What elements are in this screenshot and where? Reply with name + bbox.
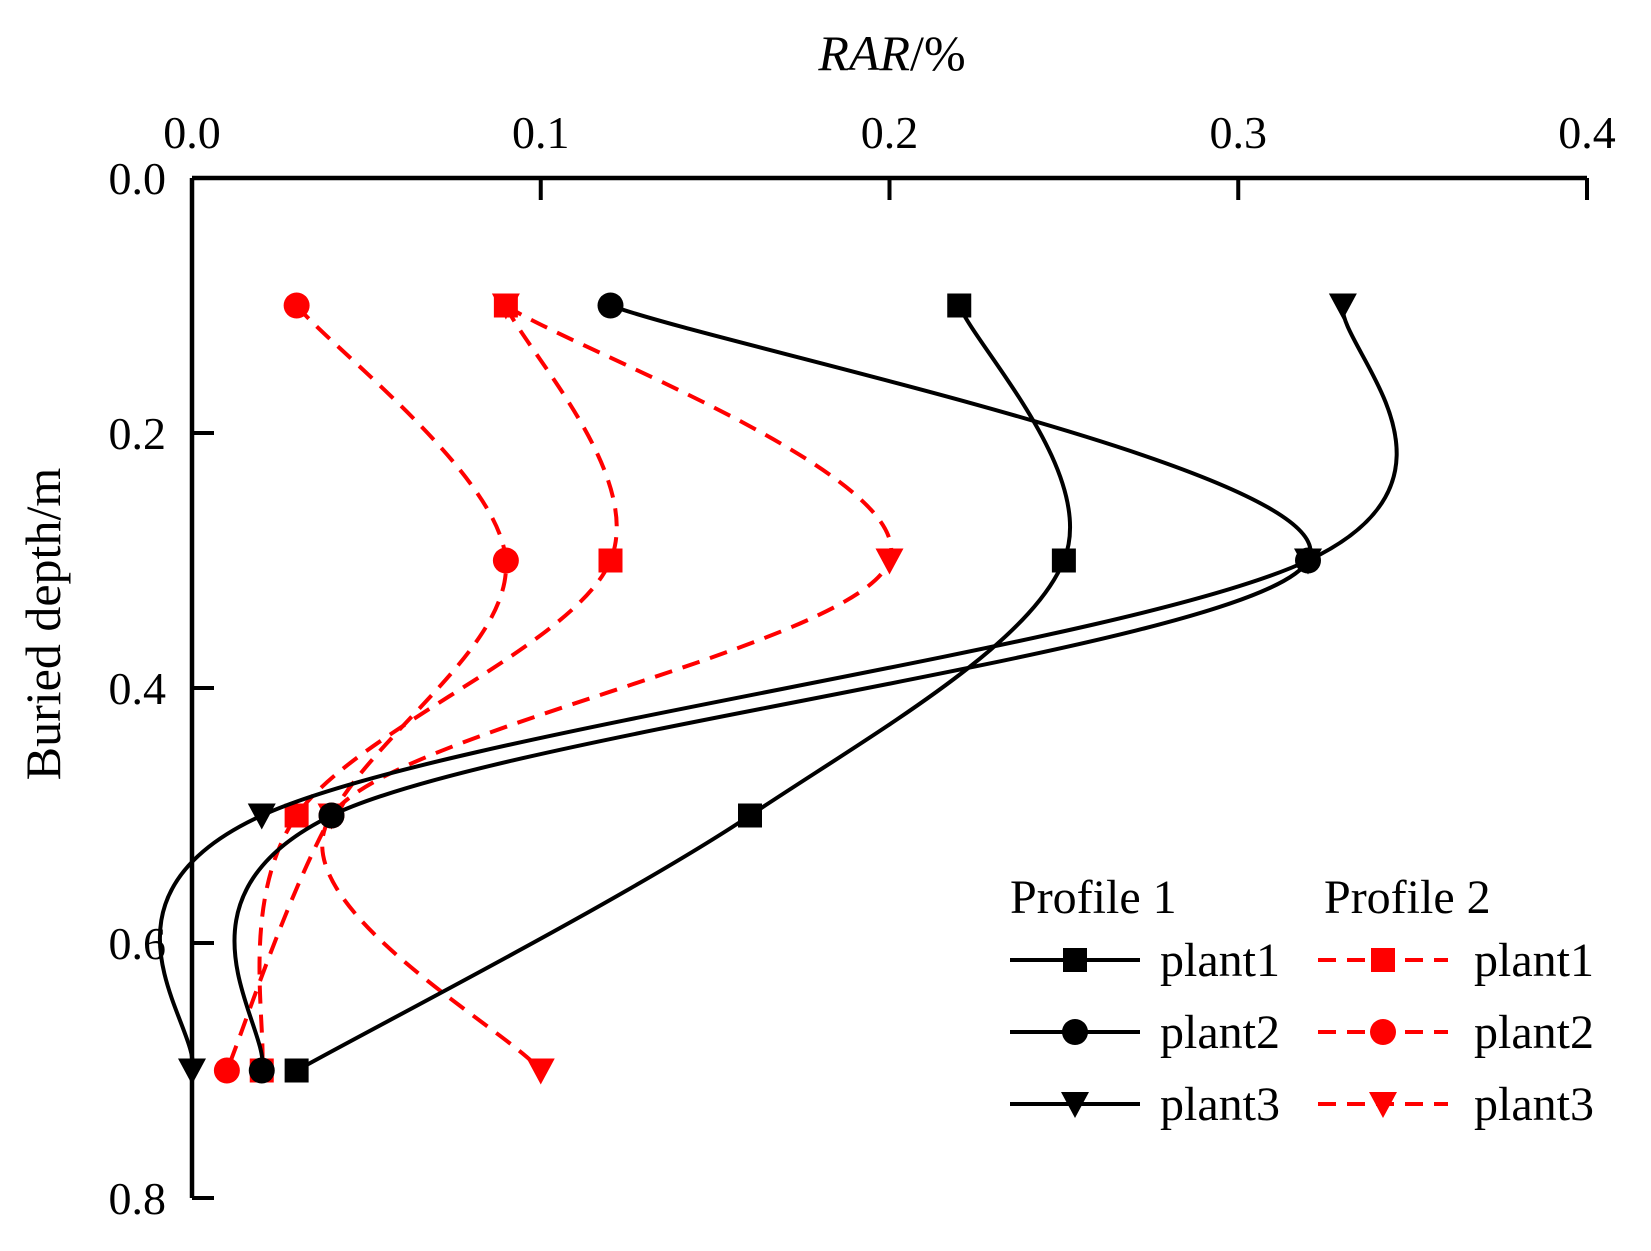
y-tick-label: 0.8 [109,1173,167,1224]
legend-label: plant2 [1160,1006,1280,1059]
legend-swatch-marker [1369,1092,1397,1118]
legend-item: plant2 [1318,1006,1594,1059]
axes: 0.0 0.1 0.2 0.3 0.4 0.0 0.2 0.4 0.6 0.8 [109,107,1616,1224]
data-point-profile-1-plant3 [178,1058,206,1085]
y-axis-title: Buried depth/m [15,468,71,781]
series-profile-1-plant1 [284,293,1076,1083]
series-profile-2-plant1 [249,293,623,1083]
data-point-profile-1-plant1 [284,1058,309,1083]
legend-label: plant3 [1474,1078,1594,1131]
y-tick-label: 0.6 [109,918,167,969]
series-line-profile-2-plant3 [320,303,894,1072]
data-point-profile-1-plant3 [1328,293,1357,320]
data-point-profile-2-plant2 [492,547,519,574]
legend-label: plant2 [1474,1006,1594,1059]
legend-item: plant3 [1318,1078,1594,1131]
legend-label: plant1 [1474,934,1594,987]
legend-swatch-marker [1370,1019,1396,1045]
legend-swatch-marker [1061,1092,1089,1118]
legend-label: plant3 [1160,1078,1280,1131]
series-line-profile-1-plant1 [295,304,1073,1073]
legend-item: plant2 [1010,1006,1280,1059]
y-tick-label: 0.0 [109,153,167,204]
data-point-profile-1-plant2 [597,292,624,319]
x-tick-label: 0.3 [1210,107,1268,158]
legend-label: plant1 [1160,934,1280,987]
data-point-profile-1-plant2 [248,1057,275,1084]
legend: Profile 1 Profile 2 plant1 plant2 plant3 plan… [1010,871,1594,1131]
y-tick-label: 0.2 [109,408,167,459]
legend-swatch-marker [1062,1019,1088,1045]
data-point-profile-1-plant3 [1294,548,1322,575]
legend-item: plant1 [1318,934,1594,987]
series-line-profile-1-plant3 [157,305,1399,1072]
data-point-profile-1-plant1 [738,803,762,828]
data-point-profile-2-plant1 [284,803,309,828]
data-point-profile-2-plant2 [213,1057,240,1084]
data-point-profile-2-plant1 [598,548,623,573]
data-point-profile-2-plant3 [491,293,520,320]
data-point-profile-1-plant2 [318,802,345,829]
x-tick-label: 0.4 [1558,107,1616,158]
legend-group-header: Profile 2 [1324,871,1491,924]
legend-swatch-marker [1371,948,1395,972]
series-line-profile-2-plant2 [225,304,508,1072]
series-line-profile-2-plant1 [257,304,619,1071]
x-axis-title: RAR/% [817,25,965,81]
legend-group-header: Profile 1 [1010,871,1177,924]
data-point-profile-2-plant3 [875,548,904,575]
legend-swatch-marker [1063,948,1087,972]
series-line-profile-1-plant2 [232,303,1313,1072]
x-tick-label: 0.2 [861,107,919,158]
legend-item: plant3 [1010,1078,1280,1131]
legend-item: plant1 [1010,934,1280,987]
series-profile-1-plant3 [157,293,1399,1085]
x-tick-label: 0.1 [512,107,570,158]
data-point-profile-2-plant3 [526,1058,555,1085]
series-layer [157,292,1399,1085]
data-point-profile-2-plant2 [283,292,310,319]
data-point-profile-1-plant3 [247,803,276,830]
y-tick-label: 0.4 [109,663,167,714]
data-point-profile-1-plant1 [947,293,972,318]
data-point-profile-1-plant1 [1051,548,1076,573]
x-tick-label: 0.0 [163,107,221,158]
